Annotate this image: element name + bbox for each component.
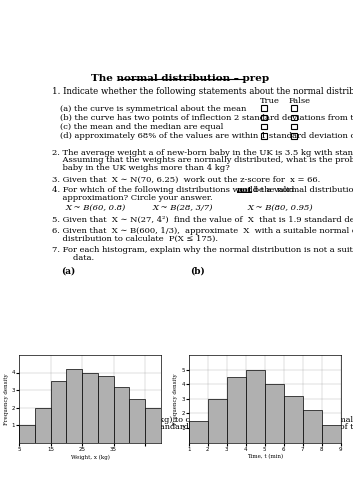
Text: approximation? Circle your answer.: approximation? Circle your answer.: [52, 194, 213, 202]
Text: 2. The average weight a of new-born baby in the UK is 3.5 kg with standard devia: 2. The average weight a of new-born baby…: [52, 148, 353, 156]
Bar: [35, 408, 51, 442]
Bar: [98, 376, 114, 442]
Text: X ~ B(80, 0.95): X ~ B(80, 0.95): [247, 204, 313, 212]
X-axis label: Weight, x (kg): Weight, x (kg): [71, 454, 109, 460]
X-axis label: Time, t (min): Time, t (min): [247, 454, 283, 460]
Y-axis label: Frequency density: Frequency density: [173, 373, 178, 424]
Text: baby in the UK weighs more than 4 kg?: baby in the UK weighs more than 4 kg?: [52, 164, 229, 172]
Text: be a valid: be a valid: [251, 186, 294, 194]
Bar: [261, 106, 267, 111]
Bar: [265, 384, 284, 442]
Text: 1. Indicate whether the following statements about the normal distribution are t: 1. Indicate whether the following statem…: [52, 87, 353, 96]
Text: X ~ B(60, 0.8): X ~ B(60, 0.8): [66, 204, 126, 212]
Bar: [261, 124, 267, 130]
Text: True: True: [259, 97, 280, 105]
Text: mean 23 minutes and standard deviation 6 minutes. The fastest 5% of the students: mean 23 minutes and standard deviation 6…: [52, 424, 353, 432]
Bar: [303, 410, 322, 442]
Text: 6. Given that  X ∼ B(600, 1/3),  approximate  X  with a suitable normal distribu: 6. Given that X ∼ B(600, 1/3), approxima…: [52, 227, 353, 235]
Bar: [291, 114, 297, 120]
Text: (d) approximately 68% of the values are within 1 standard deviation of the mean: (d) approximately 68% of the values are …: [60, 132, 353, 140]
Text: not: not: [237, 186, 253, 194]
Text: (c) the mean and the median are equal: (c) the mean and the median are equal: [60, 123, 223, 131]
Text: (b): (b): [190, 266, 205, 276]
Bar: [246, 370, 265, 442]
Text: 8. The times t,  Weight, x (kg) to complete a set of puzzles follow a normal dis: 8. The times t, Weight, x (kg) to comple…: [52, 416, 353, 424]
Bar: [291, 133, 297, 138]
Text: X ~ B(28, 3/7): X ~ B(28, 3/7): [152, 204, 213, 212]
Text: (a): (a): [61, 266, 76, 276]
Text: 7. For each histogram, explain why the normal distribution is not a suitable mod: 7. For each histogram, explain why the n…: [52, 246, 353, 254]
Text: distribution to calculate  P(X ≤ 175).: distribution to calculate P(X ≤ 175).: [52, 235, 218, 243]
Text: (b) the curve has two points of inflection 2 standard deviations from the mean: (b) the curve has two points of inflecti…: [60, 114, 353, 122]
Text: data.: data.: [52, 254, 94, 262]
Bar: [261, 114, 267, 120]
Bar: [82, 372, 98, 442]
Y-axis label: Frequency density: Frequency density: [4, 373, 9, 424]
Bar: [19, 425, 35, 442]
Bar: [208, 399, 227, 442]
Bar: [51, 381, 66, 442]
Text: The normal distribution – prep: The normal distribution – prep: [91, 74, 270, 83]
Bar: [66, 369, 82, 442]
Text: (a) the curve is symmetrical about the mean: (a) the curve is symmetrical about the m…: [60, 104, 246, 112]
Bar: [114, 386, 129, 442]
Bar: [284, 396, 303, 442]
Bar: [291, 106, 297, 111]
Bar: [227, 377, 246, 442]
Bar: [145, 408, 161, 442]
Bar: [322, 425, 341, 442]
Text: False: False: [289, 97, 311, 105]
Text: Assuming that the weights are normally distributed, what is the probability that: Assuming that the weights are normally d…: [52, 156, 353, 164]
Text: 5. Given that  X ∼ N(27, 4²)  find the value of  X  that is 1.9 standard deviati: 5. Given that X ∼ N(27, 4²) find the val…: [52, 216, 353, 224]
Text: 3. Given that  X ∼ N(70, 6.25)  work out the z-score for  x = 66.: 3. Given that X ∼ N(70, 6.25) work out t…: [52, 176, 320, 184]
Bar: [261, 133, 267, 138]
Text: 4. For which of the following distributions would the normal distribution: 4. For which of the following distributi…: [52, 186, 353, 194]
Bar: [189, 420, 208, 442]
Bar: [129, 399, 145, 442]
Bar: [291, 124, 297, 130]
